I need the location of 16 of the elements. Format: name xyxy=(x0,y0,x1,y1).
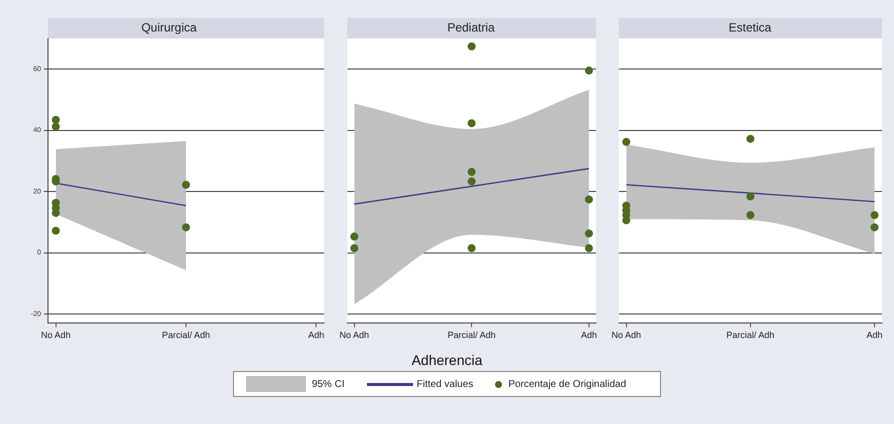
x-tick-label: Parcial/ Adh xyxy=(448,330,496,340)
x-tick-label: Parcial/ Adh xyxy=(162,330,210,340)
legend-label: Porcentaje de Originalidad xyxy=(508,378,626,390)
legend-label: Fitted values xyxy=(416,378,474,390)
x-tick-label: Adh xyxy=(308,330,324,340)
chart-title: Estetica xyxy=(728,20,772,35)
x-axis-title: Adherencia xyxy=(410,352,484,368)
text: 95% CI xyxy=(312,378,345,390)
x-tick-label: No Adh xyxy=(340,330,370,340)
chart-title: Pediatria xyxy=(447,20,495,35)
x-tick-label: No Adh xyxy=(612,330,642,340)
chart-title: Quirurgica xyxy=(141,20,197,35)
x-tick-label: Adh xyxy=(580,330,597,340)
x-tick-label: Parcial/ Adh xyxy=(726,330,774,340)
x-tick-label: No Adh xyxy=(41,330,71,340)
x-tick-label: Adh xyxy=(866,330,883,340)
